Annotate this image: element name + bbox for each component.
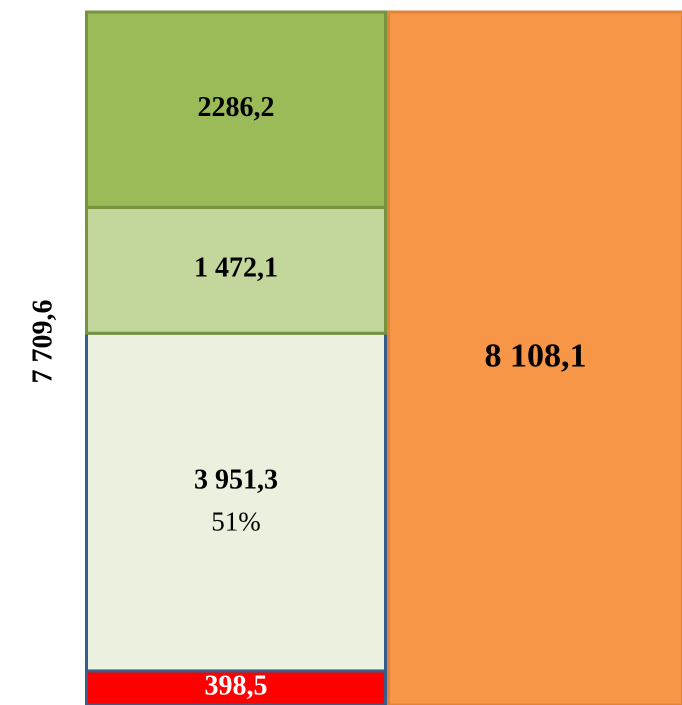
value-label: 2286,2 [198, 92, 275, 123]
bar-segment [387, 10, 682, 705]
value-label: 1 472,1 [194, 253, 278, 284]
bar-segment [85, 331, 387, 673]
share-label: 51% [211, 506, 261, 536]
value-label: 3 951,3 [194, 465, 278, 496]
value-label: 398,5 [205, 670, 268, 701]
total-label: 7 709,6 [27, 299, 58, 383]
bar-segment [85, 205, 387, 335]
value-label: 8 108,1 [485, 337, 587, 374]
bar-segment [85, 10, 387, 209]
